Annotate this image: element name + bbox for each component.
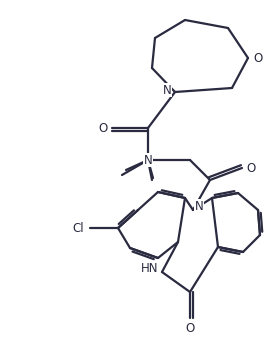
Text: N: N <box>163 84 171 97</box>
Text: O: O <box>185 322 195 335</box>
Text: Cl: Cl <box>72 221 84 235</box>
Text: HN: HN <box>141 262 159 275</box>
Text: O: O <box>253 51 263 65</box>
Text: N: N <box>195 200 203 212</box>
Text: O: O <box>98 121 108 135</box>
Text: N: N <box>144 153 152 167</box>
Text: O: O <box>246 162 256 174</box>
